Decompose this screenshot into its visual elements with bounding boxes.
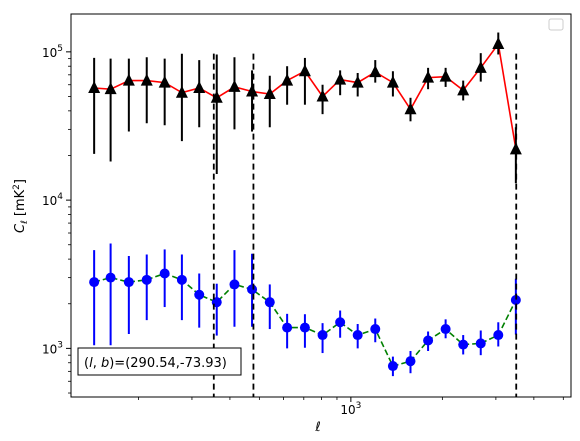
data-point (440, 324, 451, 335)
data-point (175, 85, 188, 98)
data-point (88, 81, 101, 94)
data-point (263, 86, 276, 99)
data-point (335, 317, 346, 328)
data-point (317, 330, 328, 341)
data-point (351, 75, 364, 88)
data-point (405, 356, 416, 367)
series-2 (89, 243, 521, 377)
tick-label: 103 (42, 340, 63, 356)
data-point (404, 102, 417, 115)
data-point (458, 339, 469, 350)
annotation-box: (l, b)=(290.54,-73.93) (77, 347, 242, 376)
data-point (492, 36, 505, 49)
data-point (228, 79, 241, 92)
data-point (246, 84, 259, 97)
data-point (159, 268, 170, 279)
data-point (475, 338, 486, 349)
data-point (510, 294, 521, 305)
tick-label: 105 (42, 44, 63, 60)
y-axis-label: Cℓ [mK2] (12, 179, 30, 233)
data-point (387, 361, 398, 372)
svg-text:Cℓ [mK2]: Cℓ [mK2] (12, 179, 30, 233)
series-layer (88, 32, 522, 377)
legend-box[interactable] (548, 18, 564, 31)
tick-label: 103 (340, 401, 361, 417)
data-point (439, 69, 452, 82)
x-axis-label: ℓ (314, 420, 320, 435)
data-point (281, 73, 294, 86)
data-point (210, 90, 223, 103)
data-point (176, 274, 187, 285)
svg-text:(l, b)=(290.54,-73.93): (l, b)=(290.54,-73.93) (84, 356, 227, 371)
data-point (141, 274, 152, 285)
data-point (370, 324, 381, 335)
series-1 (88, 32, 522, 184)
data-point (423, 335, 434, 346)
data-point (422, 70, 435, 83)
data-point (122, 73, 135, 86)
data-point (474, 60, 487, 73)
data-point (140, 73, 153, 86)
data-point (247, 284, 258, 295)
vertical-lines (212, 53, 518, 397)
data-point (158, 75, 171, 88)
data-point (194, 289, 205, 300)
data-point (316, 89, 329, 102)
data-point (386, 75, 399, 88)
data-point (299, 322, 310, 333)
data-point (104, 82, 117, 95)
data-point (89, 277, 100, 288)
data-point (193, 81, 206, 94)
data-point (105, 272, 116, 283)
data-point (352, 330, 363, 341)
tick-label: 104 (42, 192, 63, 208)
data-point (282, 322, 293, 333)
data-point (123, 277, 134, 288)
data-point (264, 297, 275, 308)
data-point (334, 72, 347, 85)
data-point (298, 64, 311, 77)
axes-frame (70, 13, 572, 398)
data-point (229, 279, 240, 290)
data-point (457, 83, 470, 96)
data-point (493, 330, 504, 341)
data-point (369, 65, 382, 78)
